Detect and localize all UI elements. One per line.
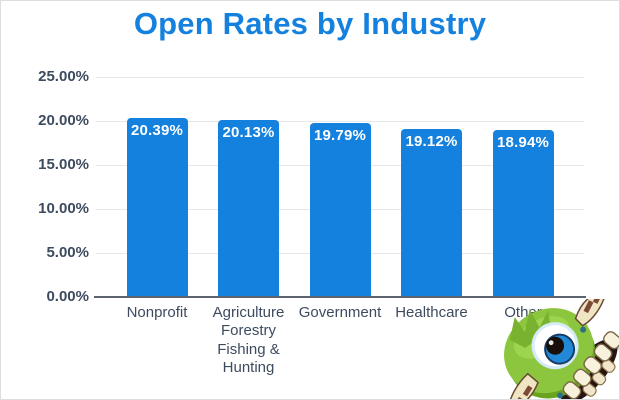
bar-1: 20.13% [218, 119, 279, 297]
x-axis-category-label: Nonprofit [126, 304, 188, 321]
bar-3: 19.12% [401, 128, 462, 297]
y-axis-tick-label: 5.00% [46, 244, 89, 261]
x-axis-category-label: Healthcare [395, 304, 468, 321]
y-axis-tick-label: 20.00% [38, 112, 89, 129]
y-axis-tick-label: 10.00% [38, 200, 89, 217]
gridline [96, 77, 584, 78]
x-axis-line [94, 296, 586, 298]
x-axis-category-label: Other [504, 304, 542, 321]
x-axis-category-label: Agriculture Forestry Fishing & Hunting [212, 304, 285, 376]
y-axis-tick-label: 25.00% [38, 68, 89, 85]
bar-value-label: 19.79% [313, 126, 367, 144]
bar-2: 19.79% [309, 122, 371, 297]
gridline [96, 121, 584, 122]
chart-title: Open Rates by Industry [133, 6, 487, 41]
bar-value-label: 20.39% [130, 121, 184, 139]
x-axis-category-label: Government [298, 304, 382, 321]
y-axis-tick-label: 0.00% [46, 288, 89, 305]
y-axis-tick-label: 15.00% [38, 156, 89, 173]
bar-value-label: 20.13% [222, 123, 275, 141]
bar-0: 20.39% [126, 117, 188, 297]
bar-value-label: 19.12% [405, 132, 458, 150]
bar-4: 18.94% [492, 130, 554, 297]
bar-value-label: 18.94% [496, 134, 550, 152]
